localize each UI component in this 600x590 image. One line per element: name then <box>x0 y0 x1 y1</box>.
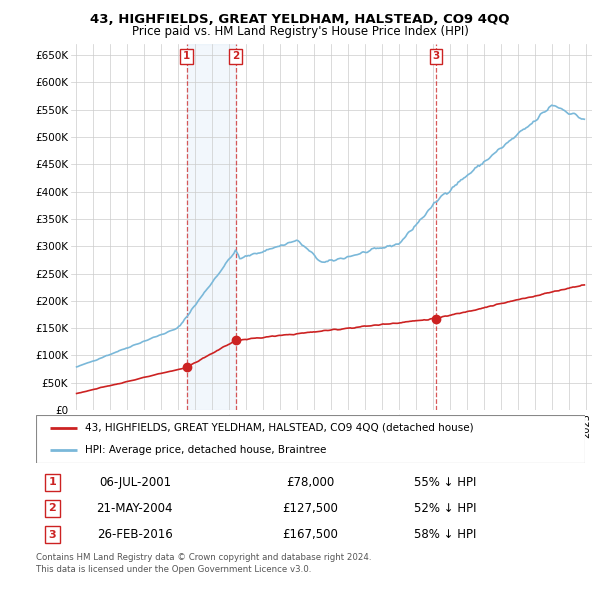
Text: 26-FEB-2016: 26-FEB-2016 <box>97 528 173 541</box>
Text: 43, HIGHFIELDS, GREAT YELDHAM, HALSTEAD, CO9 4QQ: 43, HIGHFIELDS, GREAT YELDHAM, HALSTEAD,… <box>90 13 510 26</box>
Text: 2: 2 <box>232 51 239 61</box>
Text: Contains HM Land Registry data © Crown copyright and database right 2024.: Contains HM Land Registry data © Crown c… <box>36 553 371 562</box>
Text: £167,500: £167,500 <box>283 528 338 541</box>
Text: 1: 1 <box>183 51 190 61</box>
Text: 21-MAY-2004: 21-MAY-2004 <box>97 502 173 515</box>
Text: £127,500: £127,500 <box>283 502 338 515</box>
Text: 58% ↓ HPI: 58% ↓ HPI <box>414 528 476 541</box>
Text: 52% ↓ HPI: 52% ↓ HPI <box>414 502 476 515</box>
Text: £78,000: £78,000 <box>286 476 335 489</box>
Text: 3: 3 <box>432 51 439 61</box>
Text: Price paid vs. HM Land Registry's House Price Index (HPI): Price paid vs. HM Land Registry's House … <box>131 25 469 38</box>
Text: 06-JUL-2001: 06-JUL-2001 <box>99 476 171 489</box>
Text: 2: 2 <box>49 503 56 513</box>
Text: This data is licensed under the Open Government Licence v3.0.: This data is licensed under the Open Gov… <box>36 565 311 573</box>
Text: 3: 3 <box>49 530 56 540</box>
Text: 55% ↓ HPI: 55% ↓ HPI <box>414 476 476 489</box>
Bar <box>187 44 236 410</box>
Text: HPI: Average price, detached house, Braintree: HPI: Average price, detached house, Brai… <box>85 445 327 455</box>
Text: 43, HIGHFIELDS, GREAT YELDHAM, HALSTEAD, CO9 4QQ (detached house): 43, HIGHFIELDS, GREAT YELDHAM, HALSTEAD,… <box>85 423 474 433</box>
Text: 1: 1 <box>49 477 56 487</box>
